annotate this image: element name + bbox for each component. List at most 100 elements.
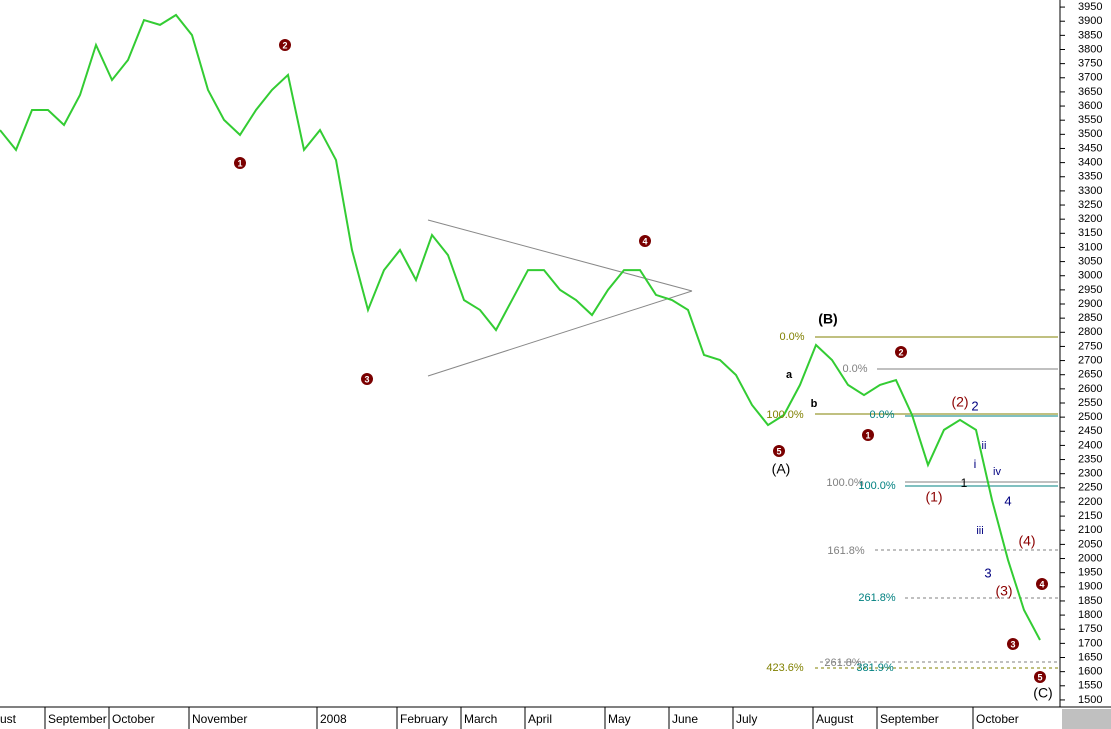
annotation: ii [982,440,987,452]
y-tick-label: 3250 [1078,199,1102,211]
annotation: 3 [984,565,991,580]
y-tick-label: 3950 [1078,1,1102,13]
y-tick-label: 1850 [1078,595,1102,607]
x-tick-label: April [528,712,552,726]
triangle-line [427,219,693,292]
y-tick-label: 1650 [1078,651,1102,663]
y-tick-label: 1750 [1078,623,1102,635]
annotation: 100.0% [766,409,804,421]
annotation: 4 [1004,493,1011,508]
y-tick-label: 1700 [1078,637,1102,649]
y-tick-label: 3100 [1078,241,1102,253]
wave-marker-label: 3 [1010,639,1015,649]
wave-marker [234,157,246,169]
wave-marker [895,346,907,358]
annotation: 1 [961,476,968,490]
y-tick-label: 2550 [1078,397,1102,409]
y-tick-label: 2100 [1078,524,1102,536]
annotation: 100.0% [826,477,864,489]
y-tick-label: 2200 [1078,496,1102,508]
x-tick-label: October [976,712,1019,726]
y-tick-label: 2750 [1078,340,1102,352]
triangle-line [427,290,693,377]
annotation: (2) [951,394,968,410]
wave-marker [639,235,651,247]
y-tick-label: 3000 [1078,270,1102,282]
wave-marker [1034,671,1046,683]
x-tick-label: September [880,712,939,726]
wave-marker-label: 4 [642,236,647,246]
y-tick-label: 2850 [1078,312,1102,324]
y-tick-label: 2150 [1078,510,1102,522]
annotation: (C) [1033,685,1052,701]
annotation: 0.0% [869,409,894,421]
y-tick-label: 3850 [1078,29,1102,41]
wave-marker [1036,578,1048,590]
y-tick-label: 3350 [1078,171,1102,183]
annotation: 0.0% [779,331,804,343]
y-tick-label: 2050 [1078,538,1102,550]
annotation: 2 [971,398,978,413]
wave-marker [773,445,785,457]
y-tick-label: 3600 [1078,100,1102,112]
y-tick-label: 3750 [1078,58,1102,70]
y-tick-label: 3800 [1078,43,1102,55]
x-tick-label: October [112,712,155,726]
wave-marker-label: 5 [776,446,781,456]
wave-marker [279,39,291,51]
y-tick-label: 1950 [1078,567,1102,579]
annotation: 100.0% [858,480,896,492]
y-tick-label: 3150 [1078,227,1102,239]
annotation: (1) [925,489,942,505]
y-tick-label: 3050 [1078,255,1102,267]
annotation: 381.9% [856,662,894,674]
annotation: a [786,369,793,381]
y-tick-label: 2900 [1078,298,1102,310]
x-tick-label: November [192,712,247,726]
y-tick-label: 3550 [1078,114,1102,126]
annotation: i [974,457,977,471]
wave-marker-label: 5 [1037,672,1042,682]
y-tick-label: 1550 [1078,680,1102,692]
wave-marker-label: 3 [364,374,369,384]
y-tick-label: 3450 [1078,142,1102,154]
x-tick-label: July [736,712,757,726]
x-tick-label: February [400,712,448,726]
y-tick-label: 3400 [1078,157,1102,169]
y-tick-label: 2250 [1078,482,1102,494]
annotation: 261.8% [824,657,862,669]
price-line [0,13,1041,641]
y-tick-label: 2800 [1078,326,1102,338]
x-tick-label: May [608,712,631,726]
y-tick-label: 3500 [1078,128,1102,140]
y-tick-label: 1800 [1078,609,1102,621]
y-tick-label: 2600 [1078,383,1102,395]
y-tick-label: 2950 [1078,284,1102,296]
y-tick-label: 2650 [1078,369,1102,381]
x-tick-label: June [672,712,698,726]
annotation: 0.0% [842,363,867,375]
annotation: (B) [818,311,837,327]
annotation: 261.8% [858,592,896,604]
y-tick-label: 2300 [1078,468,1102,480]
wave-marker-label: 2 [282,40,287,50]
y-tick-label: 2700 [1078,354,1102,366]
wave-marker-label: 1 [237,158,242,168]
y-tick-label: 2350 [1078,453,1102,465]
x-tick-label: 2008 [320,712,347,726]
y-tick-label: 1900 [1078,581,1102,593]
annotation: (4) [1018,533,1035,549]
annotation: (3) [995,583,1012,599]
y-tick-label: 3700 [1078,72,1102,84]
x-tick-label: ust [0,712,17,726]
wave-marker [862,429,874,441]
y-tick-label: 3900 [1078,15,1102,27]
annotation: 423.6% [766,662,804,674]
annotation: (A) [772,461,791,477]
annotation: iv [993,466,1001,478]
y-tick-label: 2000 [1078,552,1102,564]
annotation: b [811,398,818,410]
wave-marker [1007,638,1019,650]
